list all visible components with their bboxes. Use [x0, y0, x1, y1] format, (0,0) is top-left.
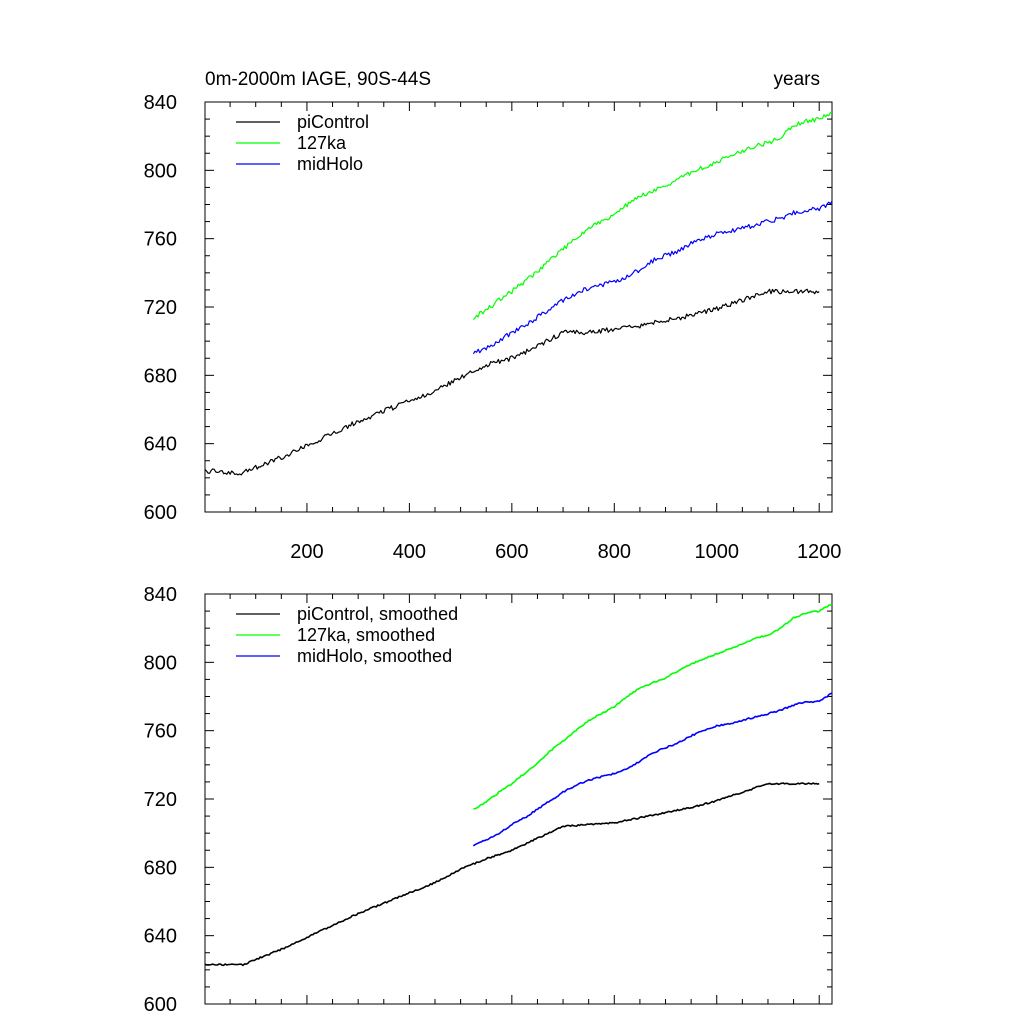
y-tick-label: 640 — [144, 434, 177, 456]
chart-title: 0m-2000m IAGE, 90S-44S — [205, 69, 431, 90]
series-line-picontrol — [204, 288, 820, 476]
series-line-midholo — [472, 200, 833, 355]
series-line-127ka — [473, 603, 833, 810]
y-tick-label: 760 — [144, 229, 177, 251]
y-tick-label: 680 — [144, 857, 177, 879]
series-line-picontrol — [204, 782, 820, 967]
y-tick-label: 720 — [144, 297, 177, 319]
series-line-127ka — [472, 111, 833, 320]
legend-entry: 127ka, smoothed — [297, 625, 435, 645]
chart-title-right: years — [774, 69, 820, 90]
x-tick-label: 800 — [598, 541, 631, 563]
y-tick-label: 840 — [144, 92, 177, 114]
x-tick-label: 200 — [290, 541, 323, 563]
series-line-midholo — [472, 692, 833, 847]
y-tick-label: 720 — [144, 789, 177, 811]
y-tick-label: 760 — [144, 721, 177, 743]
y-tick-label: 840 — [144, 584, 177, 606]
legend-entry: piControl, smoothed — [297, 604, 458, 624]
x-tick-label: 1000 — [694, 541, 739, 563]
y-tick-label: 600 — [144, 502, 177, 524]
legend-entry: midHolo, smoothed — [297, 646, 452, 666]
bottom-chart-panel: 600 640 680 720 760 800 840 piControl, smoothed… — [144, 584, 833, 1016]
legend-entry: midHolo — [297, 154, 363, 174]
x-tick-label: 1200 — [797, 541, 842, 563]
x-tick-label: 600 — [495, 541, 528, 563]
y-tick-label: 800 — [144, 652, 177, 674]
x-tick-label: 400 — [393, 541, 426, 563]
top-chart-panel: 600 640 680 720 760 800 840 200 400 600 800 1000 120… — [144, 69, 842, 563]
y-tick-label: 640 — [144, 926, 177, 948]
legend-entry: 127ka — [297, 133, 347, 153]
y-tick-label: 600 — [144, 994, 177, 1016]
y-tick-label: 800 — [144, 160, 177, 182]
legend-entry: piControl — [297, 112, 369, 132]
y-tick-label: 680 — [144, 365, 177, 387]
